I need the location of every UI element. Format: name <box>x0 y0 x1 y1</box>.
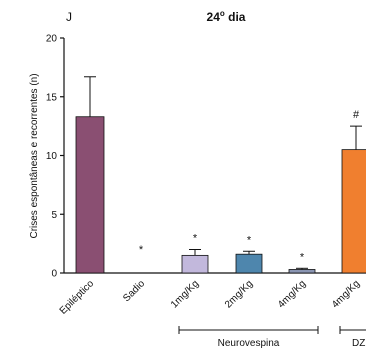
title-superscript: o <box>220 9 225 18</box>
panel-label: J <box>66 10 72 24</box>
y-axis-label: Crises espontâneas e recorrentes (n) <box>29 73 40 238</box>
significance-marker: * <box>193 233 198 245</box>
bar <box>235 253 263 274</box>
category-label: Sadio <box>121 278 147 304</box>
bar <box>341 149 366 274</box>
y-tick-label: 20 <box>46 34 58 45</box>
significance-marker: * <box>139 244 144 256</box>
title-number: 24 <box>207 10 221 24</box>
chart-title: 24o dia <box>207 9 246 24</box>
significance-marker: * <box>247 234 252 246</box>
bar <box>181 254 209 274</box>
group-label: DZP <box>352 338 366 349</box>
category-label: 2mg/Kg <box>223 278 255 310</box>
bar <box>75 116 105 274</box>
significance-marker: # <box>353 109 360 121</box>
title-suffix: dia <box>225 10 246 24</box>
category-label: 4mg/Kg <box>276 278 308 310</box>
category-label: 4mg/Kg <box>330 278 362 310</box>
y-tick-label: 5 <box>51 210 57 221</box>
y-tick-label: 10 <box>46 151 58 162</box>
y-tick-label: 0 <box>51 269 57 280</box>
plot-area: 0 5 10 15 20 Epiléptico * Sadio * 1mg/Kg * 2mg/Kg * 4… <box>46 34 366 349</box>
group-label: Neurovespina <box>218 338 280 349</box>
y-tick-label: 15 <box>46 92 58 103</box>
bar <box>288 269 316 274</box>
significance-marker: * <box>300 251 305 263</box>
category-label: 1mg/Kg <box>169 278 201 310</box>
category-label: Epiléptico <box>58 278 97 317</box>
